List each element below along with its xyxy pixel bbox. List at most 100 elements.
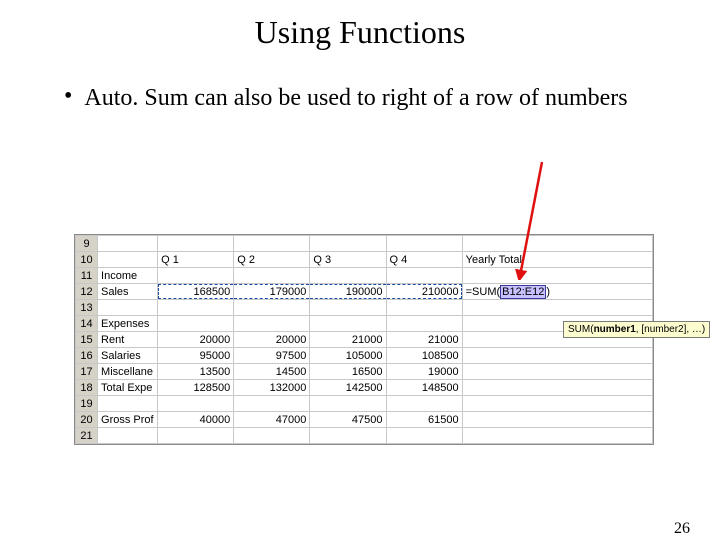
cell[interactable] <box>386 316 462 332</box>
table-row[interactable]: 9 <box>76 236 653 252</box>
cell[interactable]: 21000 <box>386 332 462 348</box>
cell[interactable] <box>462 348 652 364</box>
table-row[interactable]: 21 <box>76 428 653 444</box>
cell[interactable]: 132000 <box>234 380 310 396</box>
row-header[interactable]: 10 <box>76 252 98 268</box>
label-income[interactable]: Income <box>98 268 158 284</box>
cell[interactable] <box>386 300 462 316</box>
row-header[interactable]: 18 <box>76 380 98 396</box>
cell[interactable] <box>310 428 386 444</box>
cell-sales-q1[interactable]: 168500 <box>158 284 234 300</box>
table-row[interactable]: 13 <box>76 300 653 316</box>
cell[interactable]: 95000 <box>158 348 234 364</box>
cell[interactable] <box>98 300 158 316</box>
cell[interactable] <box>234 268 310 284</box>
cell[interactable]: 13500 <box>158 364 234 380</box>
cell-sales-q2[interactable]: 179000 <box>234 284 310 300</box>
cell[interactable] <box>386 428 462 444</box>
cell[interactable] <box>158 396 234 412</box>
cell[interactable] <box>310 268 386 284</box>
cell[interactable] <box>98 236 158 252</box>
formula-cell[interactable]: =SUM(B12:E12) <box>462 284 652 300</box>
cell[interactable] <box>462 412 652 428</box>
table-row[interactable]: 12 Sales 168500 179000 190000 210000 =SU… <box>76 284 653 300</box>
cell[interactable]: 40000 <box>158 412 234 428</box>
col-header-q2[interactable]: Q 2 <box>234 252 310 268</box>
cell[interactable] <box>234 316 310 332</box>
row-header[interactable]: 13 <box>76 300 98 316</box>
cell[interactable]: 47500 <box>310 412 386 428</box>
cell[interactable] <box>158 236 234 252</box>
cell[interactable]: 20000 <box>158 332 234 348</box>
row-header[interactable]: 19 <box>76 396 98 412</box>
table-row[interactable]: 17 Miscellane 13500 14500 16500 19000 <box>76 364 653 380</box>
cell[interactable] <box>310 316 386 332</box>
table-row[interactable]: 11 Income <box>76 268 653 284</box>
cell[interactable] <box>98 428 158 444</box>
cell[interactable]: 19000 <box>386 364 462 380</box>
cell[interactable] <box>234 428 310 444</box>
table-row[interactable]: 18 Total Expe 128500 132000 142500 14850… <box>76 380 653 396</box>
cell[interactable] <box>310 236 386 252</box>
cell[interactable] <box>158 268 234 284</box>
cell[interactable] <box>310 396 386 412</box>
cell[interactable] <box>386 236 462 252</box>
row-header[interactable]: 21 <box>76 428 98 444</box>
cell[interactable] <box>98 252 158 268</box>
spreadsheet[interactable]: 9 10 Q 1 Q 2 Q 3 Q 4 Yearly Total 11 Inc… <box>74 234 654 445</box>
cell[interactable]: 97500 <box>234 348 310 364</box>
cell[interactable]: 61500 <box>386 412 462 428</box>
cell[interactable] <box>462 396 652 412</box>
label-gross-profit[interactable]: Gross Prof <box>98 412 158 428</box>
cell-sales-q3[interactable]: 190000 <box>310 284 386 300</box>
label-salaries[interactable]: Salaries <box>98 348 158 364</box>
row-header[interactable]: 15 <box>76 332 98 348</box>
cell[interactable] <box>234 236 310 252</box>
cell[interactable]: 47000 <box>234 412 310 428</box>
cell[interactable] <box>462 380 652 396</box>
cell[interactable]: 105000 <box>310 348 386 364</box>
cell[interactable] <box>234 300 310 316</box>
cell[interactable] <box>462 364 652 380</box>
label-rent[interactable]: Rent <box>98 332 158 348</box>
row-header[interactable]: 20 <box>76 412 98 428</box>
cell[interactable] <box>234 396 310 412</box>
table-row[interactable]: 16 Salaries 95000 97500 105000 108500 <box>76 348 653 364</box>
cell[interactable]: 128500 <box>158 380 234 396</box>
cell[interactable] <box>462 428 652 444</box>
row-header[interactable]: 16 <box>76 348 98 364</box>
cell[interactable] <box>158 300 234 316</box>
col-header-yearly-total[interactable]: Yearly Total <box>462 252 652 268</box>
cell[interactable] <box>158 428 234 444</box>
cell[interactable]: 14500 <box>234 364 310 380</box>
cell[interactable] <box>158 316 234 332</box>
table-row[interactable]: 19 <box>76 396 653 412</box>
label-sales[interactable]: Sales <box>98 284 158 300</box>
col-header-q3[interactable]: Q 3 <box>310 252 386 268</box>
row-header[interactable]: 12 <box>76 284 98 300</box>
cell[interactable] <box>310 300 386 316</box>
cell[interactable] <box>462 300 652 316</box>
label-misc[interactable]: Miscellane <box>98 364 158 380</box>
cell[interactable]: 20000 <box>234 332 310 348</box>
col-header-q1[interactable]: Q 1 <box>158 252 234 268</box>
cell[interactable] <box>386 396 462 412</box>
row-header[interactable]: 9 <box>76 236 98 252</box>
col-header-q4[interactable]: Q 4 <box>386 252 462 268</box>
row-header[interactable]: 17 <box>76 364 98 380</box>
cell[interactable] <box>98 396 158 412</box>
cell[interactable]: 16500 <box>310 364 386 380</box>
row-header[interactable]: 11 <box>76 268 98 284</box>
table-row[interactable]: 10 Q 1 Q 2 Q 3 Q 4 Yearly Total <box>76 252 653 268</box>
table-row[interactable]: 20 Gross Prof 40000 47000 47500 61500 <box>76 412 653 428</box>
cell[interactable] <box>386 268 462 284</box>
cell[interactable] <box>462 236 652 252</box>
cell[interactable]: 21000 <box>310 332 386 348</box>
cell[interactable]: 148500 <box>386 380 462 396</box>
spreadsheet-grid[interactable]: 9 10 Q 1 Q 2 Q 3 Q 4 Yearly Total 11 Inc… <box>75 235 653 444</box>
label-expenses[interactable]: Expenses <box>98 316 158 332</box>
cell[interactable] <box>462 268 652 284</box>
label-total-expenses[interactable]: Total Expe <box>98 380 158 396</box>
cell-sales-q4[interactable]: 210000 <box>386 284 462 300</box>
row-header[interactable]: 14 <box>76 316 98 332</box>
